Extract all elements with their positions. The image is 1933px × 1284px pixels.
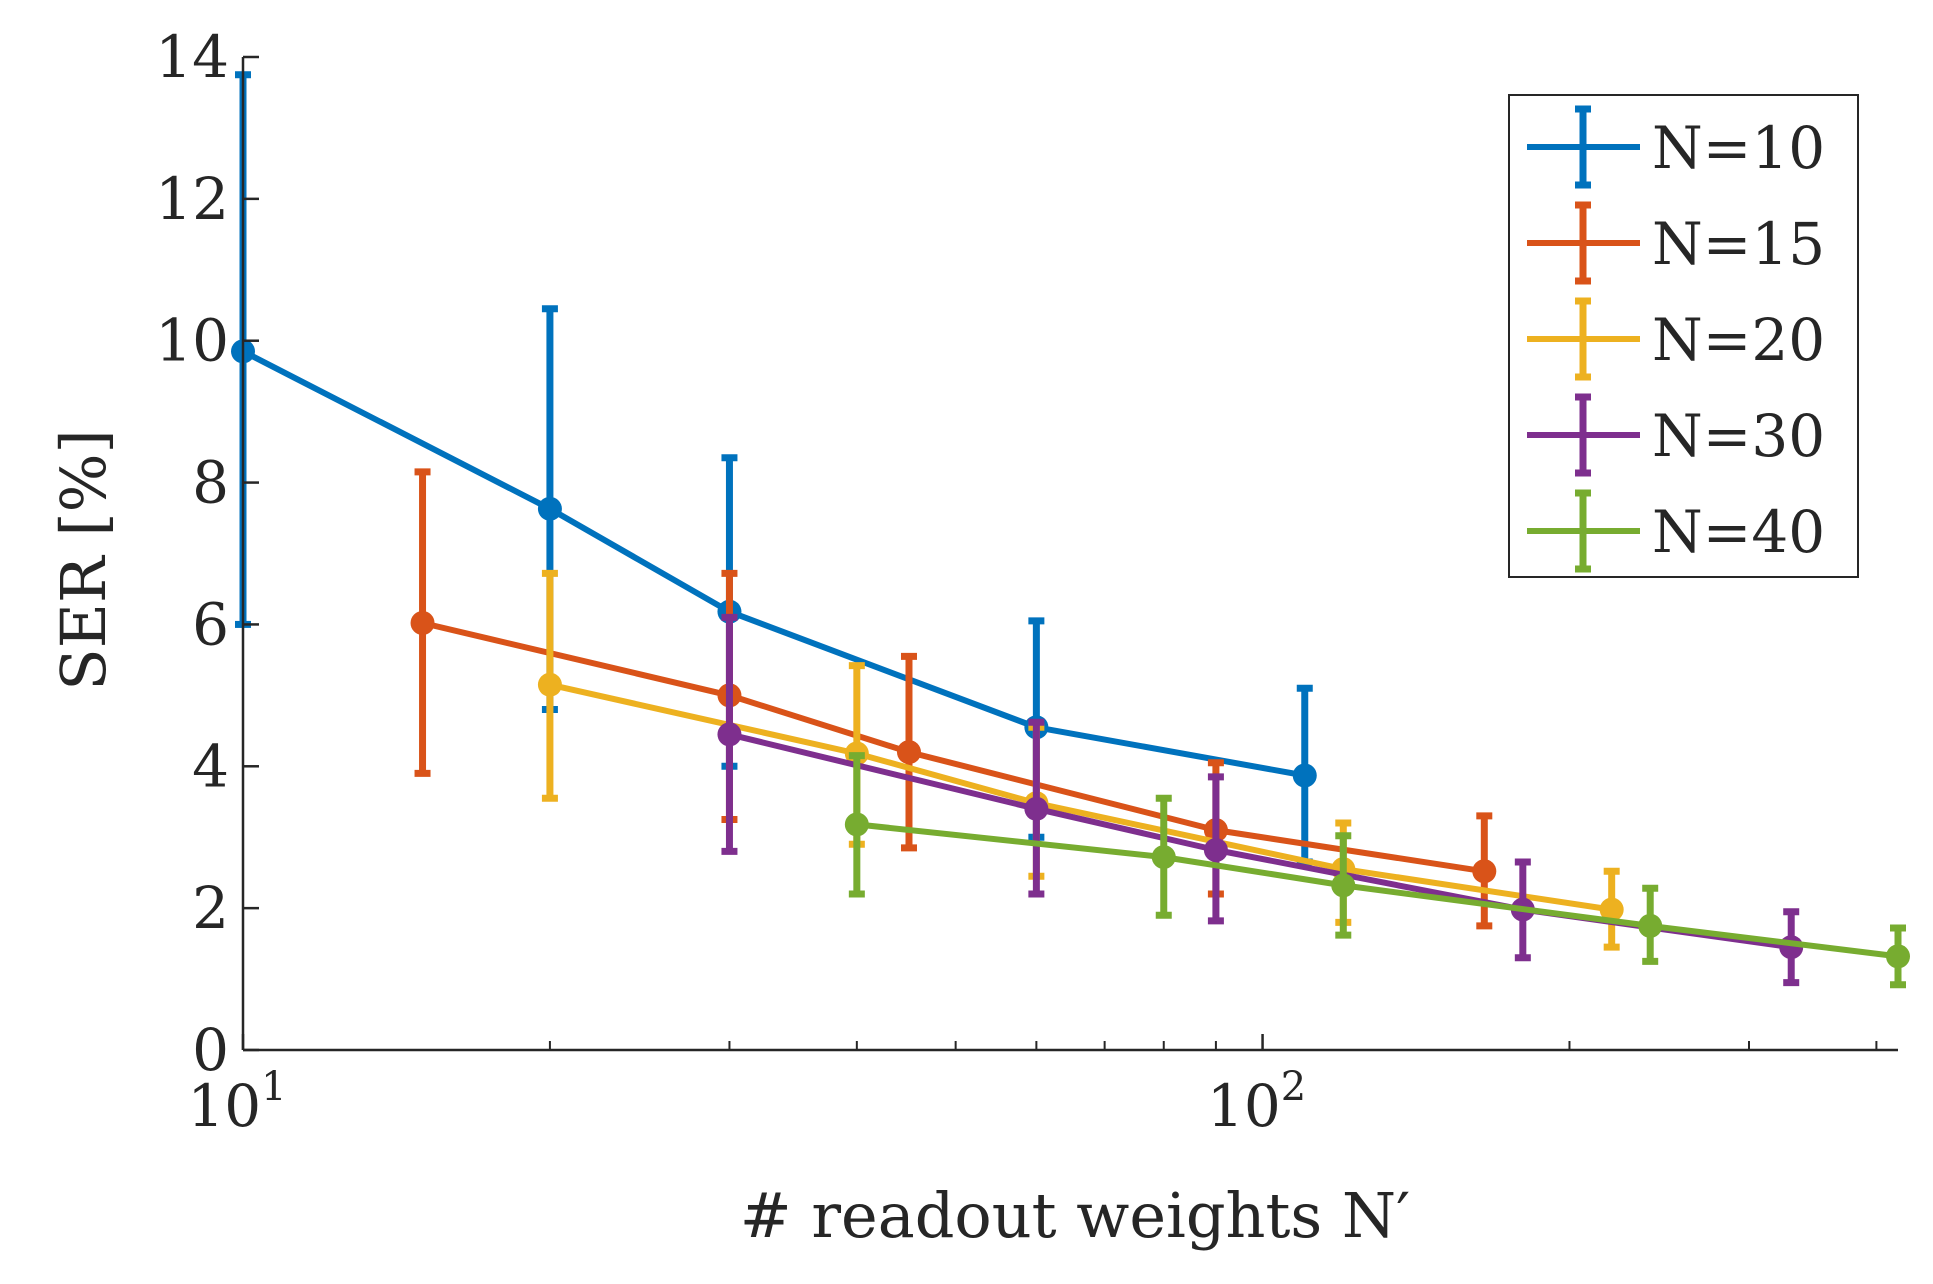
series-N=40 — [844, 752, 1910, 989]
plot-area — [231, 71, 1910, 989]
data-point — [1151, 845, 1176, 870]
data-point — [1331, 873, 1356, 898]
x-tick-label: 102 — [1207, 1064, 1306, 1140]
y-axis-label: SER [%] — [47, 429, 120, 690]
data-point — [537, 496, 562, 521]
data-point — [844, 812, 869, 837]
y-tick-label: 0 — [192, 1016, 229, 1084]
legend-label: N=15 — [1652, 210, 1825, 278]
y-tick-label: 14 — [155, 23, 229, 91]
data-point — [1599, 897, 1624, 922]
legend-item: N=30 — [1527, 393, 1825, 477]
legend-item: N=10 — [1527, 105, 1825, 189]
legend-item: N=15 — [1527, 201, 1825, 285]
x-tick-label: 101 — [187, 1064, 286, 1140]
data-point — [717, 722, 742, 747]
data-point — [1886, 944, 1910, 969]
legend-label: N=30 — [1652, 402, 1825, 470]
data-point — [896, 740, 921, 765]
y-tick-label: 10 — [155, 307, 229, 375]
data-point — [1024, 796, 1049, 821]
legend-label: N=10 — [1652, 114, 1825, 182]
y-tick-label: 8 — [192, 449, 229, 517]
y-tick-label: 12 — [155, 165, 229, 233]
legend-label: N=20 — [1652, 306, 1825, 374]
legend-label: N=40 — [1652, 498, 1825, 566]
data-point — [1203, 837, 1228, 862]
y-tick-label: 6 — [192, 590, 229, 658]
y-tick-label: 2 — [192, 874, 229, 942]
y-tick-label: 4 — [192, 732, 229, 800]
data-point — [410, 611, 435, 636]
data-point — [1292, 763, 1317, 788]
axes: 0 2 4 6 8 10 12 14 101 102 — [155, 23, 1898, 1140]
legend-item: N=40 — [1527, 489, 1825, 573]
legend-item: N=20 — [1527, 297, 1825, 381]
data-point — [1472, 859, 1497, 884]
data-point — [1638, 913, 1663, 938]
x-axis-label: # readout weights N′ — [740, 1179, 1411, 1252]
legend: N=10 N=15 N=20 N=30 N=40 — [1508, 94, 1859, 578]
data-point — [537, 672, 562, 697]
